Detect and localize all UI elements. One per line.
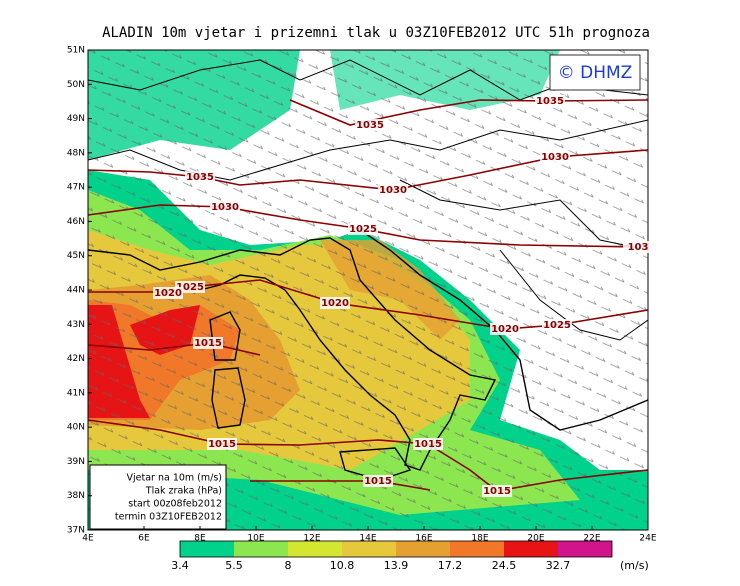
isobar-label: 1015 <box>194 338 222 349</box>
lon-label: 18E <box>471 534 488 544</box>
colorbar-segment <box>342 541 396 557</box>
lat-label: 38N <box>67 491 85 501</box>
isobar-label: 1015 <box>483 486 511 497</box>
isobar-label: 1035 <box>356 120 384 131</box>
lat-label: 41N <box>67 388 85 398</box>
isobar-label-bg <box>540 151 570 163</box>
info-line: Tlak zraka (hPa) <box>145 486 222 497</box>
lat-label: 42N <box>67 354 85 364</box>
lat-label: 49N <box>67 114 85 124</box>
colorbar-unit: (m/s) <box>620 559 649 572</box>
colorbar-segment <box>180 541 234 557</box>
lat-label: 48N <box>67 148 85 158</box>
colorbar-segment <box>450 541 504 557</box>
lon-label: 4E <box>82 534 94 544</box>
lon-label: 22E <box>583 534 600 544</box>
lat-label: 40N <box>67 423 85 433</box>
isobar-label: 1025 <box>543 320 571 331</box>
isobar-label-bg <box>623 241 653 253</box>
colorbar-label: 3.4 <box>171 559 189 572</box>
colorbar-segment <box>504 541 558 557</box>
dynamic-layer: 51N 50N 49N 48N 47N 46N 45N 44N 43N 42N 41N 40N 39N 3… <box>67 46 657 573</box>
colorbar-segment <box>396 541 450 557</box>
isobar-label: 1035 <box>536 96 564 107</box>
isobar-label: 1020 <box>491 324 519 335</box>
isobar-label: 1015 <box>414 439 442 450</box>
colorbar-segment <box>234 541 288 557</box>
lon-label: 20E <box>527 534 544 544</box>
colorbar-label: 32.7 <box>546 559 571 572</box>
isobar-label-bg <box>320 297 350 309</box>
isobar-label-bg <box>363 475 393 487</box>
colorbar-label: 13.9 <box>384 559 409 572</box>
isobar-label: 1025 <box>176 282 204 293</box>
lon-label: 10E <box>247 534 264 544</box>
lat-label: 37N <box>67 526 85 536</box>
isobar-label: 1020 <box>321 298 349 309</box>
isobar-label-bg <box>378 184 408 196</box>
info-line: termin 03Z10FEB2012 <box>115 512 222 523</box>
colorbar-frame <box>179 540 613 558</box>
lon-label: 16E <box>415 534 432 544</box>
isobar-label-bg <box>153 287 183 299</box>
title: ALADIN 10m vjetar i prizemni tlak u 03Z1… <box>102 25 650 41</box>
info-line: start 00z08feb2012 <box>128 499 222 510</box>
isobar-label: 1030 <box>211 202 239 213</box>
colorbar-label: 24.5 <box>492 559 517 572</box>
isobar-label-bg <box>207 438 237 450</box>
lat-label: 51N <box>67 46 85 56</box>
lat-label: 46N <box>67 217 85 227</box>
colorbar-segment <box>288 541 342 557</box>
isobar-label: 1015 <box>364 476 392 487</box>
isobar-label: 103 <box>628 242 649 253</box>
map <box>88 50 648 530</box>
colorbar-label: 8 <box>285 559 292 572</box>
logo-box <box>549 54 641 91</box>
colorbar-label: 17.2 <box>438 559 463 572</box>
isobar-label-bg <box>535 95 565 107</box>
lon-label: 12E <box>303 534 320 544</box>
isobar-label: 1030 <box>379 185 407 196</box>
isobar-label: 1035 <box>186 172 214 183</box>
isobar-label-bg <box>348 223 378 235</box>
isobar-label-bg <box>185 171 215 183</box>
lat-label: 43N <box>67 320 85 330</box>
isobar-label: 1025 <box>349 224 377 235</box>
info-box <box>89 464 227 530</box>
isobar-label-bg <box>542 319 572 331</box>
lat-label: 45N <box>67 251 85 261</box>
info-line: Vjetar na 10m (m/s) <box>127 473 223 484</box>
isobar-label-bg <box>482 485 512 497</box>
isobar-label-bg <box>355 119 385 131</box>
lon-label: 6E <box>138 534 150 544</box>
lat-label: 44N <box>67 286 85 296</box>
colorbar-label: 5.5 <box>225 559 243 572</box>
colorbar-label: 10.8 <box>330 559 355 572</box>
lon-label: 14E <box>359 534 376 544</box>
lon-label: 24E <box>639 534 656 544</box>
lat-label: 39N <box>67 457 85 467</box>
isobar-label-bg <box>490 323 520 335</box>
colorbar-segment <box>558 541 612 557</box>
isobar-label: 1030 <box>541 152 569 163</box>
lat-label: 50N <box>67 80 85 90</box>
lon-label: 8E <box>194 534 206 544</box>
logo: © DHMZ <box>558 63 633 83</box>
isobar-label: 1015 <box>208 439 236 450</box>
isobar-label-bg <box>193 337 223 349</box>
isobar-label-bg <box>413 438 443 450</box>
isobar-label: 1020 <box>154 288 182 299</box>
isobar-label-bg <box>210 201 240 213</box>
lat-label: 47N <box>67 183 85 193</box>
